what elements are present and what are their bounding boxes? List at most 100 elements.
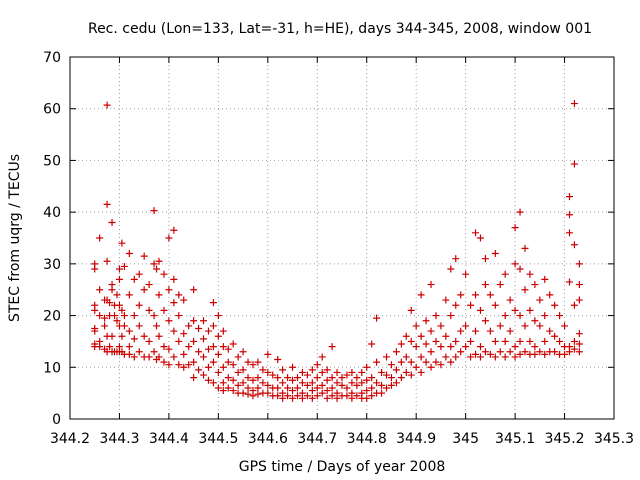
y-tick-label: 40 [43,205,61,221]
data-point [363,387,371,395]
data-point [506,348,514,356]
data-point [190,286,198,294]
data-point [343,392,351,400]
data-point [244,358,252,366]
y-tick-label: 20 [43,309,61,325]
data-point [447,343,455,351]
data-point [373,379,381,387]
data-point [239,389,247,397]
data-point [526,270,534,278]
data-point [318,368,326,376]
data-point [125,291,133,299]
data-point [108,332,116,340]
x-tick-label: 345.1 [495,431,535,447]
data-point [293,392,301,400]
data-point [496,348,504,356]
data-point [570,337,578,345]
data-point [170,275,178,283]
x-axis-label: GPS time / Days of year 2008 [239,459,446,475]
data-point [516,265,524,273]
data-point [531,350,539,358]
data-point [323,394,331,402]
data-point [269,371,277,379]
data-point [175,291,183,299]
data-point [180,363,188,371]
data-point [511,224,519,232]
data-points [91,100,583,402]
data-point [575,296,583,304]
data-point [113,291,121,299]
x-tick-label: 344.5 [198,431,238,447]
data-point [402,353,410,361]
data-point [402,368,410,376]
data-point [521,244,529,252]
data-point [526,337,534,345]
data-point [521,348,529,356]
data-point [358,379,366,387]
x-tick-label: 344.2 [50,431,90,447]
data-point [214,384,222,392]
data-point [120,322,128,330]
data-point [244,390,252,398]
data-point [447,358,455,366]
data-point [118,239,126,247]
data-point [239,348,247,356]
data-point [289,363,297,371]
data-point [368,374,376,382]
data-point [219,387,227,395]
x-tick-label: 344.9 [396,431,436,447]
data-point [476,306,484,314]
data-point [570,345,578,353]
data-point [308,379,316,387]
data-point [254,390,262,398]
data-point [541,350,549,358]
data-point [348,368,356,376]
data-point [353,381,361,389]
data-point [575,281,583,289]
data-point [313,392,321,400]
data-point [556,312,564,320]
data-point [392,379,400,387]
data-point [249,392,257,400]
data-point [397,340,405,348]
data-point [101,322,109,330]
data-point [195,325,203,332]
chart-title: Rec. cedu (Lon=133, Lat=-31, h=HE), days… [88,21,592,37]
x-tick-label: 344.4 [149,431,189,447]
data-point [284,384,292,392]
data-point [565,229,573,237]
data-point [546,291,554,299]
data-point [108,286,116,294]
data-point [96,234,104,242]
data-point [180,330,188,338]
data-point [417,291,425,299]
data-point [417,353,425,361]
data-point [209,358,217,366]
data-point [422,358,430,366]
data-point [363,376,371,384]
data-point [274,356,282,364]
data-point [531,317,539,325]
data-point [506,296,514,304]
data-point [209,299,217,307]
data-point [392,348,400,356]
data-point [467,301,475,309]
data-point [165,361,173,369]
data-point [165,345,173,353]
data-point [303,392,311,400]
data-point [118,306,126,314]
x-tick-label: 345 [452,431,479,447]
data-point [565,211,573,219]
data-point [561,350,569,358]
data-point [467,337,475,345]
data-point [427,281,435,289]
data-point [417,368,425,376]
data-point [373,358,381,366]
data-point [155,353,163,361]
data-point [234,368,242,376]
data-point [170,226,178,234]
data-point [447,265,455,273]
data-point [575,260,583,268]
data-point [467,353,475,361]
